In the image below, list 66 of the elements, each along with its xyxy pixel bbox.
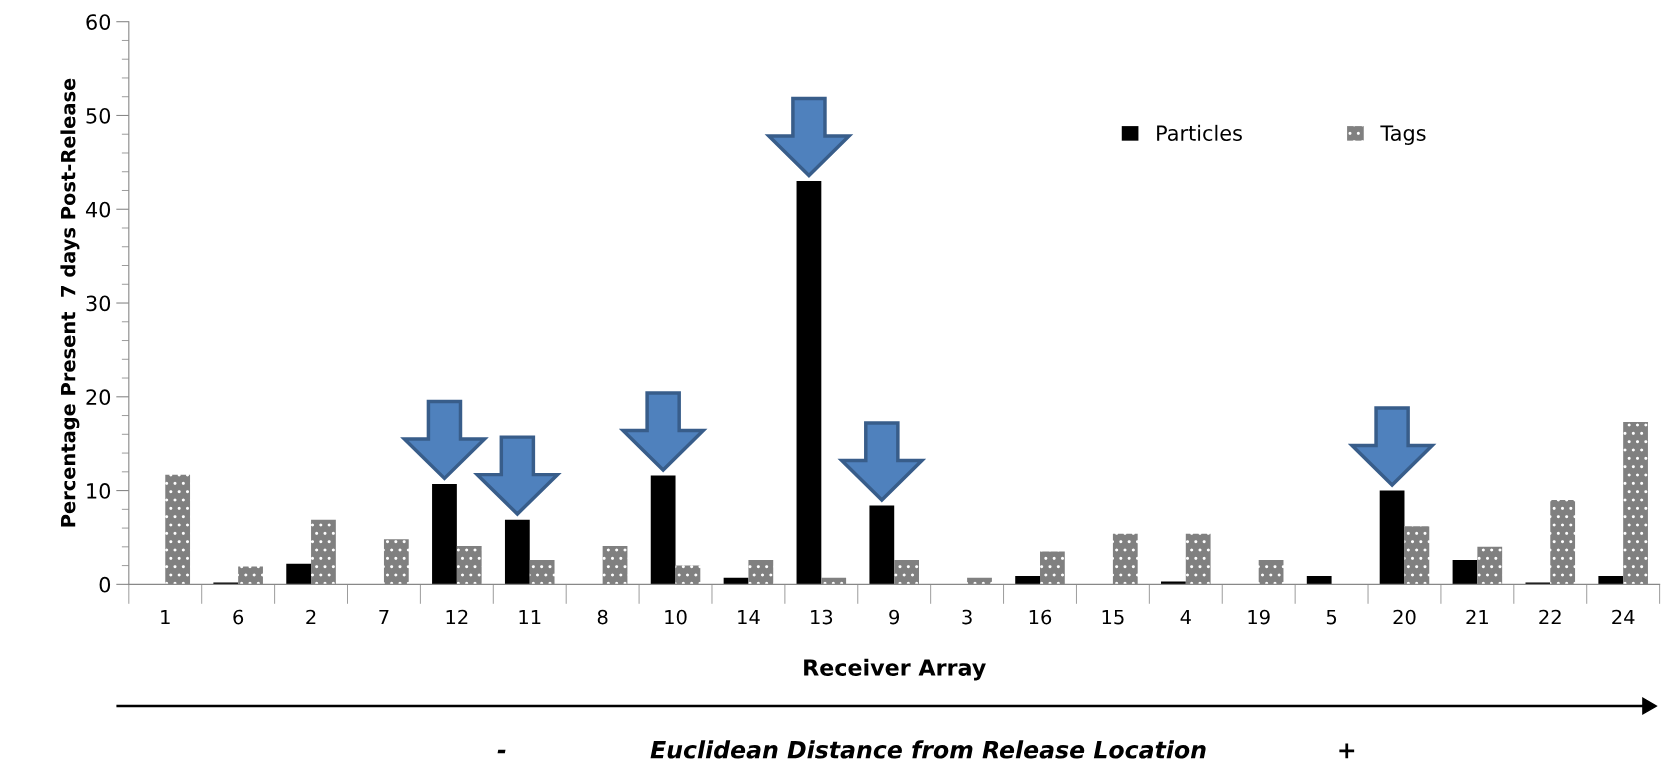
x-tick-label: 22: [1539, 609, 1561, 625]
bar: [1550, 499, 1576, 585]
x-tick-label: 13: [811, 609, 833, 625]
bar: [1015, 575, 1041, 585]
bar: [967, 577, 992, 585]
y-tick-label: 0: [99, 576, 111, 593]
bar: [796, 181, 822, 585]
bar: [1404, 526, 1430, 585]
bar: [821, 577, 847, 585]
bar: [1379, 490, 1405, 585]
bar: [1452, 559, 1478, 585]
bar: [1258, 559, 1284, 585]
x-tick-label: 5: [1326, 609, 1337, 625]
y-axis-title: Percentage Present 7 days Post-Release: [60, 78, 80, 527]
x-tick-label: 10: [665, 609, 687, 625]
bar: [602, 545, 628, 585]
x-axis-title: Receiver Array: [804, 658, 986, 681]
text: -: [497, 749, 506, 754]
x-tick-label: 8: [597, 609, 608, 625]
bar: [529, 559, 555, 585]
bar: [1477, 546, 1503, 585]
y-tick-label: 60: [86, 14, 111, 30]
x-tick-label: 1: [161, 609, 170, 625]
x-tick-label: 19: [1248, 609, 1270, 625]
x-tick-label: 11: [519, 609, 541, 625]
x-tick-label: 15: [1102, 609, 1124, 625]
bar: [432, 484, 457, 585]
bar: [286, 563, 312, 585]
x-tick-label: 16: [1029, 609, 1052, 625]
bar: [650, 475, 676, 585]
y-tick-label: 20: [86, 389, 111, 406]
text: Euclidean Distance from Release Location: [650, 740, 1206, 759]
bar: [675, 565, 701, 585]
bar: [456, 545, 482, 585]
y-tick-label: 50: [86, 107, 111, 124]
x-tick-label: 21: [1466, 609, 1488, 625]
bar: [1112, 533, 1138, 585]
bar: [1623, 422, 1648, 585]
x-tick-label: 4: [1180, 609, 1191, 625]
y-tick-label: 40: [85, 201, 111, 218]
y-tick-label: 10: [87, 483, 111, 499]
bar: [748, 559, 774, 585]
x-tick-label: 20: [1393, 609, 1416, 625]
bar: [1598, 575, 1624, 585]
x-tick-label: 14: [738, 609, 760, 625]
bar: [1040, 551, 1065, 585]
bar: [311, 519, 336, 585]
bar: [1185, 533, 1211, 585]
x-tick-label: 7: [379, 609, 389, 625]
x-tick-label: 24: [1612, 609, 1635, 625]
bar: [165, 474, 191, 585]
legend-label: Particles: [1157, 124, 1242, 141]
bar: [894, 559, 919, 585]
x-tick-label: 3: [962, 609, 972, 625]
x-tick-label: 12: [446, 609, 468, 625]
x-tick-label: 2: [306, 609, 316, 625]
y-tick-label: 30: [86, 295, 111, 312]
bar: [238, 566, 263, 585]
x-tick-label: 9: [889, 609, 900, 625]
x-tick-label: 6: [233, 609, 244, 625]
bar: [383, 539, 409, 585]
bar: [869, 505, 895, 585]
legend-label: Tags: [1380, 125, 1426, 146]
bar: [504, 519, 530, 585]
bar: [1306, 575, 1332, 585]
text: +: [1339, 743, 1355, 759]
